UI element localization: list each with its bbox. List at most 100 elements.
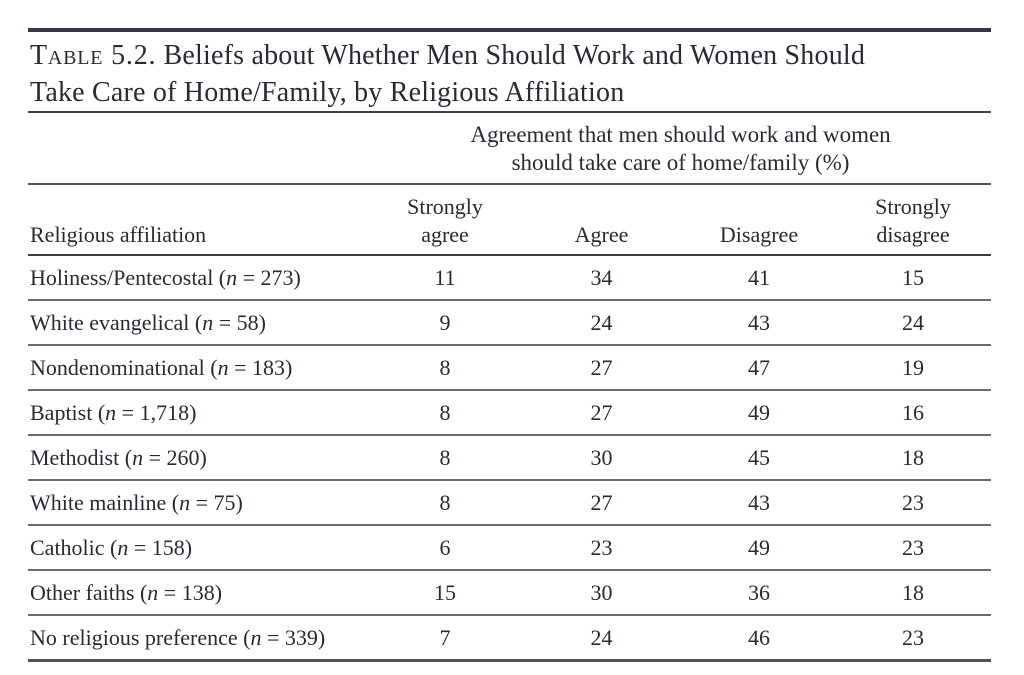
column-header-row: Religious affiliation Strongly agree Agr… — [28, 184, 992, 255]
value-strongly-agree: 15 — [434, 579, 456, 605]
n-value: = 1,718) — [116, 399, 197, 425]
value-agree: 27 — [590, 489, 613, 515]
n-symbol: n — [202, 309, 214, 335]
table-top-rule — [28, 28, 991, 32]
n-symbol: n — [147, 579, 159, 605]
affiliation-cell: Other faiths (n = 138) — [28, 570, 370, 615]
value-strongly-agree: 6 — [439, 534, 451, 560]
table-row: No religious preference (n = 339) 7 24 4… — [28, 615, 992, 661]
value-strongly-disagree: 18 — [902, 444, 925, 470]
value-agree: 34 — [590, 264, 613, 290]
value-strongly-agree: 8 — [439, 354, 451, 380]
n-symbol: n — [217, 354, 229, 380]
n-symbol: n — [250, 624, 262, 650]
affiliation-label: White mainline ( — [30, 489, 180, 515]
affiliation-cell: White evangelical (n = 58) — [28, 300, 370, 345]
value-strongly-agree: 7 — [439, 624, 451, 650]
value-strongly-disagree: 15 — [902, 264, 925, 290]
value-strongly-disagree: 23 — [902, 534, 925, 560]
value-strongly-agree: 11 — [434, 264, 456, 290]
n-symbol: n — [117, 534, 129, 560]
n-value: = 138) — [158, 579, 223, 605]
data-table: Agreement that men should work and women… — [28, 113, 992, 662]
affiliation-label: Holiness/Pentecostal ( — [30, 264, 227, 290]
affiliation-cell: Holiness/Pentecostal (n = 273) — [28, 255, 370, 300]
value-disagree: 45 — [748, 444, 770, 470]
value-strongly-agree: 9 — [439, 309, 451, 335]
column-header-strongly-disagree: Strongly disagree — [875, 194, 951, 247]
value-strongly-disagree: 23 — [902, 489, 925, 515]
caption-line1: Beliefs about Whether Men Should Work an… — [156, 40, 866, 71]
n-value: = 183) — [228, 354, 293, 380]
affiliation-cell: No religious preference (n = 339) — [28, 615, 370, 661]
table-row: Other faiths (n = 138) 15 30 36 18 — [28, 570, 992, 615]
table-row: White evangelical (n = 58) 9 24 43 24 — [28, 300, 992, 345]
value-agree: 24 — [590, 624, 613, 650]
table-body: Holiness/Pentecostal (n = 273) 11 34 41 … — [28, 255, 992, 661]
affiliation-cell: White mainline (n = 75) — [28, 480, 370, 525]
table-row: Methodist (n = 260) 8 30 45 18 — [28, 435, 992, 480]
value-strongly-disagree: 24 — [902, 309, 925, 335]
table-row: Catholic (n = 158) 6 23 49 23 — [28, 525, 992, 570]
column-header-agree: Agree — [574, 222, 629, 247]
affiliation-label: Baptist ( — [30, 399, 106, 425]
affiliation-cell: Nondenominational (n = 183) — [28, 345, 370, 390]
value-strongly-disagree: 18 — [902, 579, 925, 605]
value-disagree: 41 — [748, 264, 770, 290]
column-group-header: Agreement that men should work and women… — [370, 113, 991, 184]
n-value: = 339) — [261, 624, 326, 650]
n-symbol: n — [226, 264, 238, 290]
column-group-line2: should take care of home/family (%) — [511, 150, 850, 175]
value-agree: 24 — [590, 309, 613, 335]
n-symbol: n — [179, 489, 191, 515]
affiliation-cell: Baptist (n = 1,718) — [28, 390, 370, 435]
table-figure: Table 5.2. Beliefs about Whether Men Sho… — [28, 28, 992, 662]
value-disagree: 36 — [748, 579, 770, 605]
value-disagree: 46 — [748, 624, 770, 650]
table-number: Table 5.2. — [30, 40, 157, 71]
value-strongly-disagree: 19 — [902, 354, 925, 380]
value-disagree: 49 — [748, 534, 770, 560]
affiliation-label: White evangelical ( — [30, 309, 203, 335]
column-header-disagree: Disagree — [719, 222, 799, 247]
table-caption: Table 5.2. Beliefs about Whether Men Sho… — [28, 32, 991, 113]
value-strongly-agree: 8 — [439, 399, 451, 425]
value-disagree: 49 — [748, 399, 770, 425]
affiliation-label: No religious preference ( — [30, 624, 251, 650]
value-agree: 30 — [590, 444, 613, 470]
affiliation-label: Nondenominational ( — [30, 354, 218, 380]
column-group-line1: Agreement that men should work and women — [470, 122, 891, 147]
table-row: Nondenominational (n = 183) 8 27 47 19 — [28, 345, 992, 390]
value-agree: 27 — [590, 354, 613, 380]
n-symbol: n — [105, 399, 117, 425]
affiliation-label: Catholic ( — [30, 534, 118, 560]
value-disagree: 43 — [748, 309, 770, 335]
value-strongly-disagree: 16 — [902, 399, 925, 425]
value-agree: 30 — [590, 579, 613, 605]
affiliation-cell: Catholic (n = 158) — [28, 525, 370, 570]
value-agree: 27 — [590, 399, 613, 425]
value-strongly-disagree: 23 — [902, 624, 925, 650]
n-value: = 158) — [128, 534, 193, 560]
column-header-strongly-agree: Strongly agree — [407, 194, 483, 247]
column-header-affiliation: Religious affiliation — [30, 222, 207, 247]
affiliation-label: Other faiths ( — [30, 579, 148, 605]
table-row: Baptist (n = 1,718) 8 27 49 16 — [28, 390, 992, 435]
affiliation-label: Methodist ( — [30, 444, 133, 470]
n-value: = 273) — [237, 264, 301, 290]
n-value: = 58) — [213, 309, 266, 335]
n-value: = 75) — [190, 489, 243, 515]
value-strongly-agree: 8 — [439, 444, 451, 470]
affiliation-cell: Methodist (n = 260) — [28, 435, 370, 480]
caption-line2: Take Care of Home/Family, by Religious A… — [30, 77, 625, 108]
spanner-spacer — [28, 113, 370, 184]
n-symbol: n — [132, 444, 144, 470]
value-disagree: 47 — [748, 354, 770, 380]
value-agree: 23 — [590, 534, 613, 560]
column-group-row: Agreement that men should work and women… — [28, 113, 992, 184]
table-row: Holiness/Pentecostal (n = 273) 11 34 41 … — [28, 255, 991, 300]
n-value: = 260) — [143, 444, 207, 470]
value-strongly-agree: 8 — [439, 489, 451, 515]
table-row: White mainline (n = 75) 8 27 43 23 — [28, 480, 992, 525]
